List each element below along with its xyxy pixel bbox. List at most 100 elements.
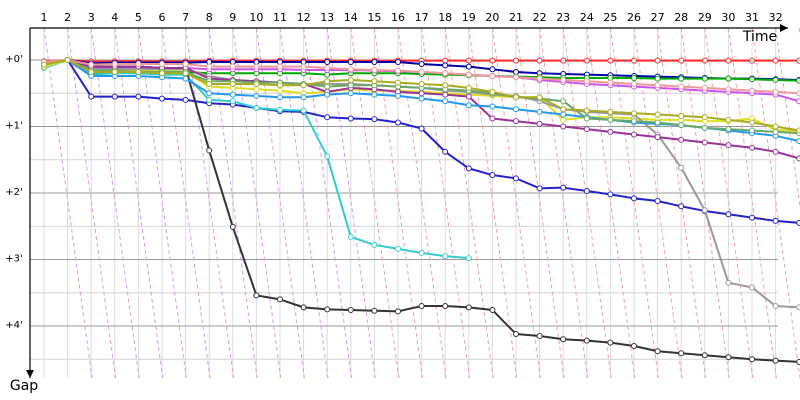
data-point: [560, 98, 567, 105]
data-point: [395, 245, 401, 252]
diagonal-guide: [421, 27, 471, 379]
data-point: [253, 86, 260, 93]
data-point: [489, 72, 496, 79]
data-point: [418, 68, 425, 75]
x-tick-label: 14: [344, 11, 358, 24]
data-point: [182, 70, 189, 77]
axes: Time Gap: [10, 24, 788, 394]
data-point: [371, 78, 378, 85]
data-point: [489, 172, 496, 179]
x-tick-label: 5: [135, 11, 142, 24]
diagonal-guide: [279, 27, 329, 379]
diagonal-guide: [137, 27, 187, 379]
data-point: [465, 304, 472, 311]
data-point: [159, 70, 165, 77]
data-point: [796, 304, 800, 311]
data-point: [678, 136, 685, 143]
data-point: [324, 114, 331, 121]
data-point: [206, 147, 213, 154]
x-axis-title: Time: [742, 29, 777, 45]
data-point: [536, 57, 543, 64]
x-tick-label: 7: [182, 11, 189, 24]
data-point: [796, 98, 800, 105]
data-point: [772, 148, 779, 155]
data-point: [678, 203, 685, 210]
data-point: [371, 116, 378, 123]
data-point: [701, 207, 708, 214]
data-point: [796, 155, 800, 162]
data-point: [631, 80, 637, 87]
data-point: [607, 57, 614, 64]
data-point: [631, 74, 637, 81]
data-point: [701, 352, 708, 359]
data-point: [701, 84, 708, 91]
data-point: [347, 90, 354, 97]
data-point: [654, 134, 661, 141]
diagonal-guide: [43, 27, 93, 379]
data-point: [442, 82, 449, 89]
data-point: [253, 80, 260, 87]
data-point: [513, 57, 519, 64]
data-point: [749, 127, 755, 134]
data-point: [725, 279, 732, 286]
data-point: [442, 253, 449, 260]
data-point: [489, 88, 496, 95]
data-point: [560, 106, 567, 113]
diagonal-guide: [232, 27, 282, 379]
data-point: [182, 75, 189, 82]
data-point: [513, 175, 519, 182]
data-point: [418, 249, 425, 256]
data-point: [749, 87, 755, 94]
data-point: [513, 330, 519, 337]
y-tick-label: +4': [5, 320, 23, 331]
data-point: [465, 71, 472, 78]
x-tick-label: 2: [64, 11, 71, 24]
data-point: [324, 64, 331, 71]
data-point: [418, 60, 425, 67]
diagonal-guide: [468, 27, 518, 379]
data-point: [513, 74, 519, 81]
data-point: [465, 255, 472, 262]
data-point: [253, 63, 260, 70]
diagonal-guide: [586, 27, 636, 379]
data-point: [88, 93, 95, 100]
data-point: [277, 87, 283, 94]
data-point: [418, 125, 425, 132]
data-point: [277, 106, 283, 113]
data-point: [135, 93, 142, 100]
data-point: [465, 165, 472, 172]
data-point: [324, 153, 331, 160]
diagonal-guide: [704, 27, 754, 379]
x-tick-label: 27: [651, 11, 665, 24]
data-point: [418, 80, 425, 87]
data-point: [560, 76, 567, 83]
data-point: [560, 123, 567, 130]
data-point: [654, 197, 661, 204]
x-tick-label: 28: [674, 11, 688, 24]
data-point: [725, 211, 732, 218]
y-axis-title: Gap: [10, 378, 38, 394]
data-point: [725, 142, 732, 149]
data-point: [418, 303, 425, 310]
data-point: [395, 67, 401, 74]
data-point: [229, 63, 236, 70]
data-point: [772, 217, 779, 224]
data-point: [631, 118, 637, 125]
data-point: [583, 126, 590, 133]
x-tick-label: 18: [438, 11, 452, 24]
data-point: [725, 354, 732, 361]
data-point: [465, 93, 472, 100]
data-point: [418, 90, 425, 97]
data-point: [111, 93, 118, 100]
x-tick-labels: 1 2 3 4 5 6 7 8 9 10 11 12 13 14 15 16 17 18 19 20 21 22 23 24 2…: [41, 11, 783, 24]
data-point: [772, 357, 779, 364]
data-point: [489, 307, 496, 314]
data-point: [772, 128, 779, 135]
data-point: [536, 185, 543, 192]
data-point: [536, 332, 543, 339]
data-point: [513, 106, 519, 113]
data-point: [796, 358, 800, 365]
data-point: [182, 96, 189, 103]
diagonal-guide: [727, 27, 777, 379]
data-point: [371, 91, 378, 98]
